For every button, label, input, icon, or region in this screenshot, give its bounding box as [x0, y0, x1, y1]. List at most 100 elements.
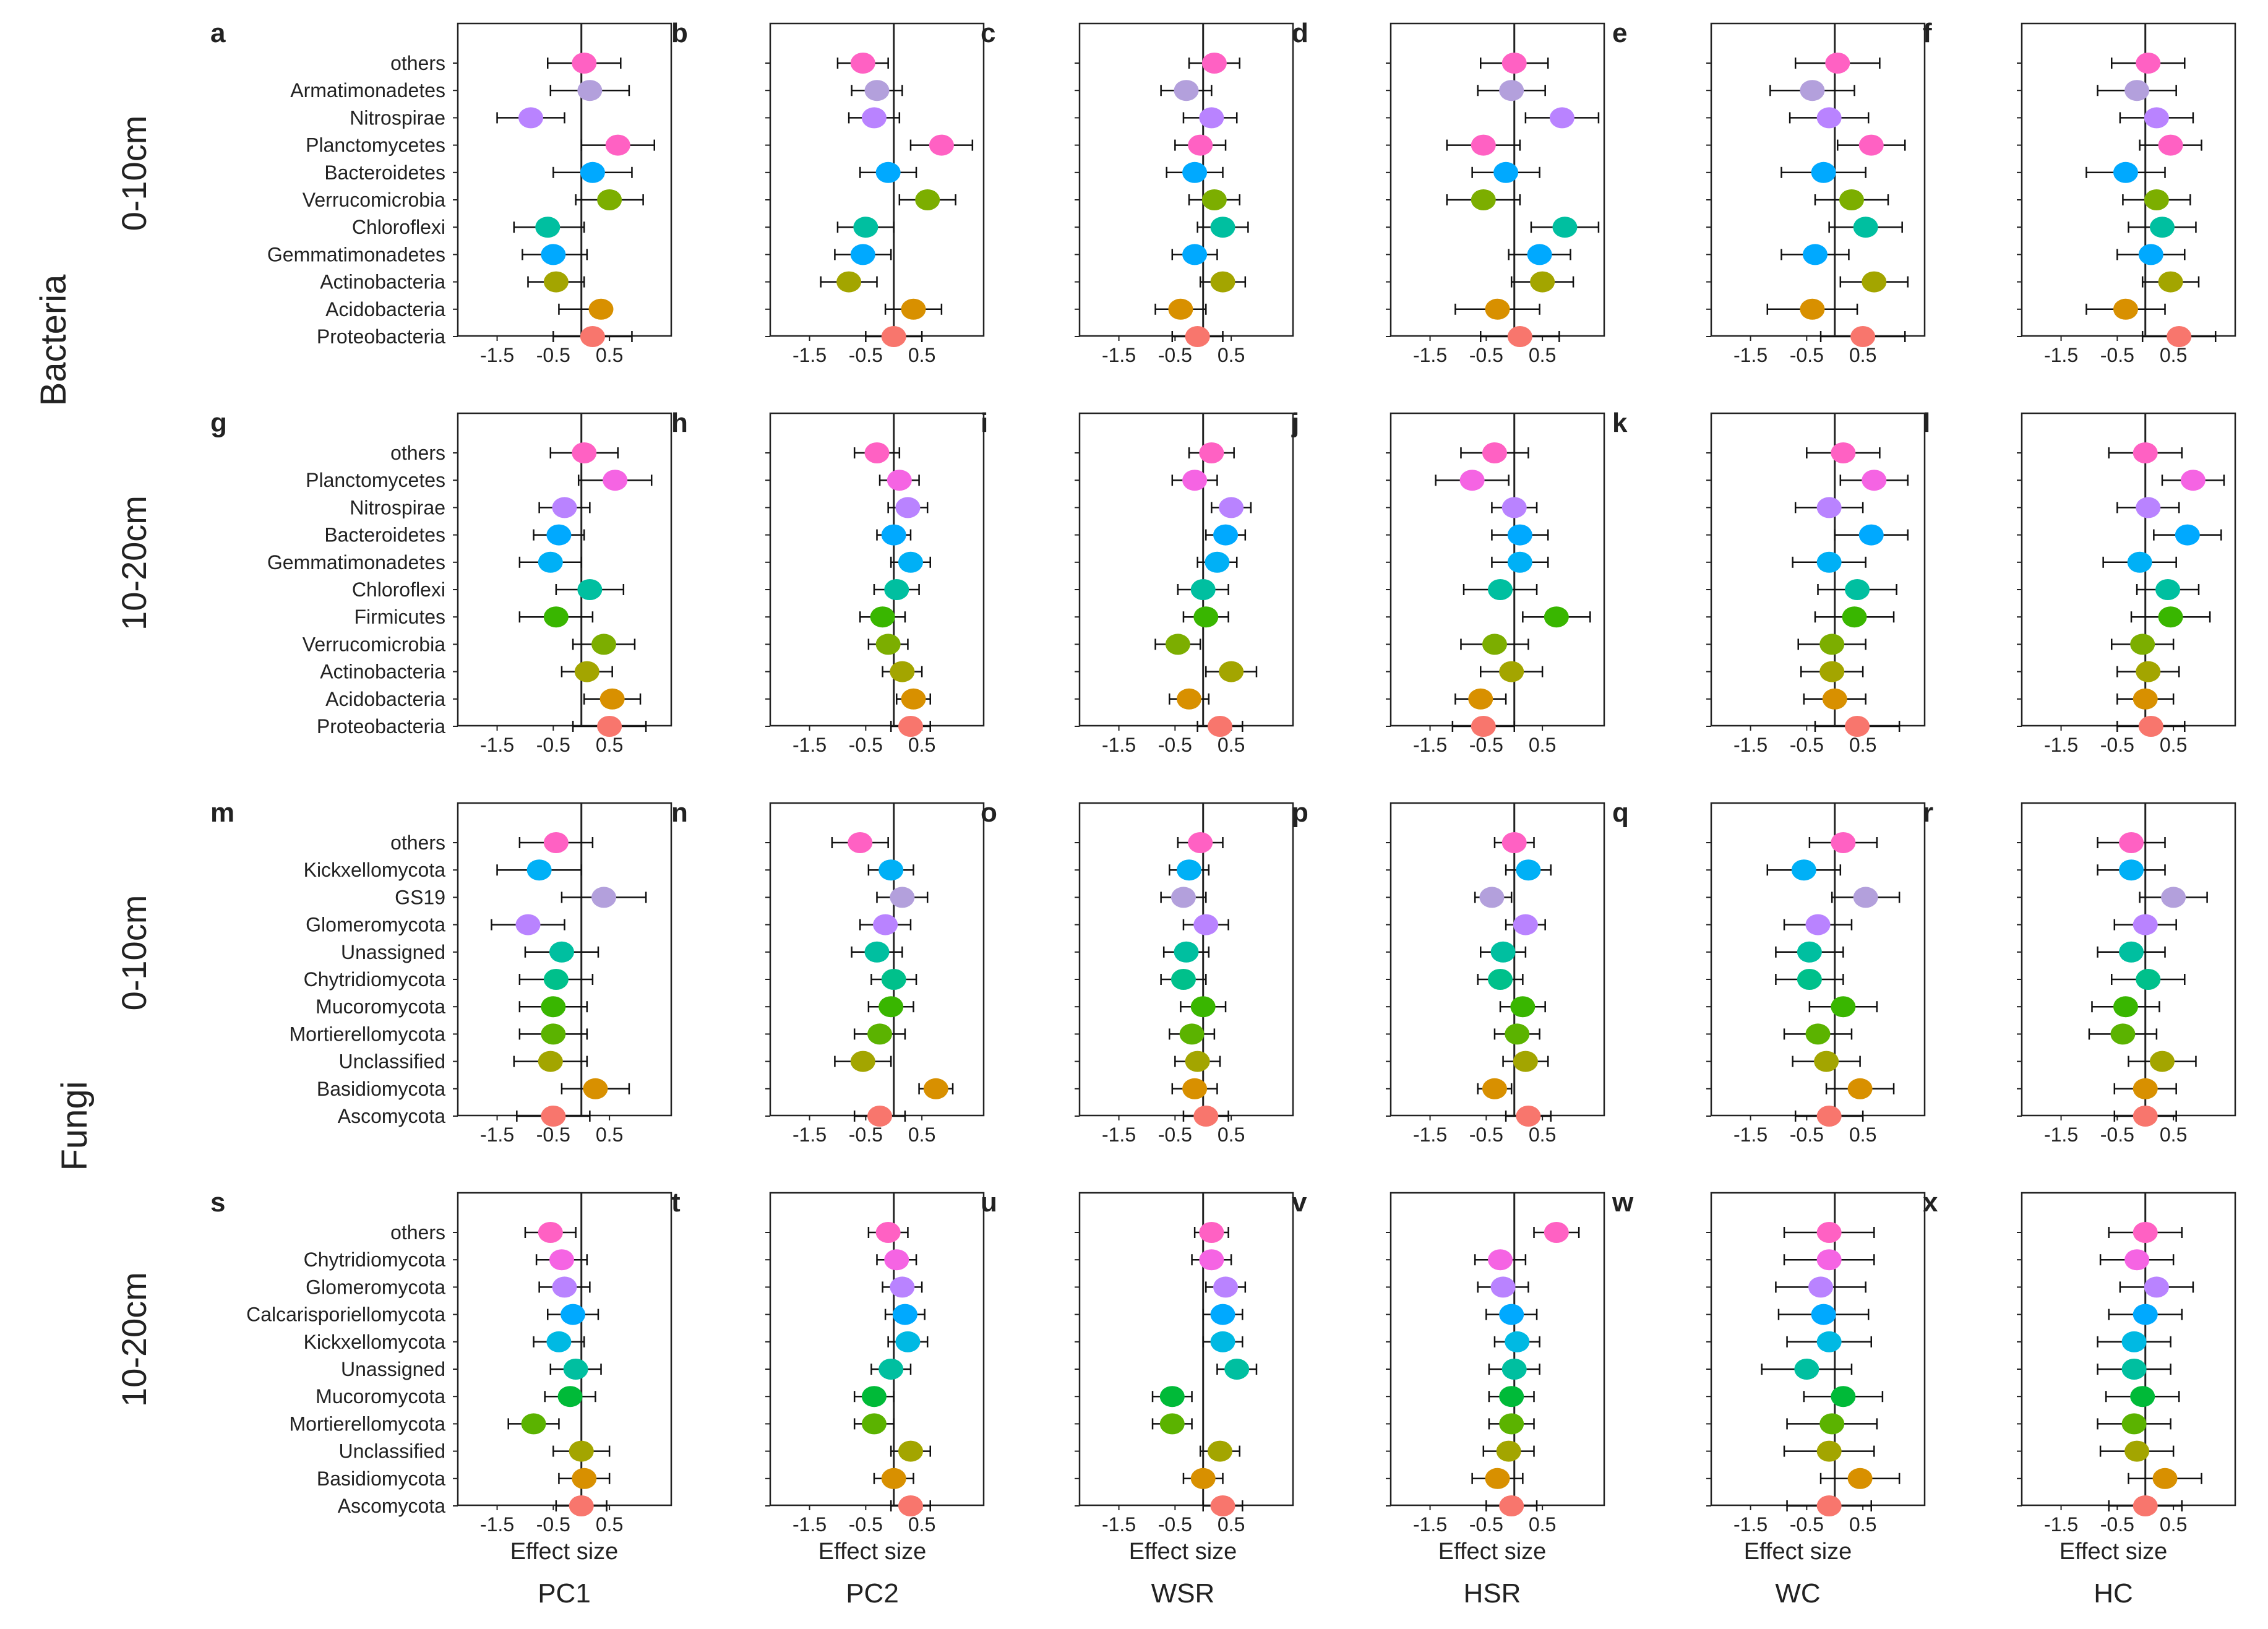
effect-point [2136, 661, 2161, 682]
x-tick-label: -0.5 [2100, 734, 2134, 756]
effect-point [1825, 53, 1850, 74]
effect-point [1819, 661, 1845, 682]
panel-s: s others Chytridiomycota Glomeromycota Calca… [210, 1187, 672, 1536]
effect-point [853, 217, 878, 238]
category-label: Chytridiomycota [304, 968, 446, 991]
category-label: Kickxellomycota [304, 859, 446, 881]
category-label: Bacteroidetes [324, 524, 445, 546]
x-tick-label: -1.5 [480, 1124, 514, 1146]
effect-point [1219, 661, 1244, 682]
x-tick-label: -0.5 [849, 344, 883, 366]
x-tick-label: -0.5 [849, 1513, 883, 1536]
category-label: Planctomycetes [306, 469, 445, 491]
effect-point [552, 497, 577, 518]
effect-point [2152, 1468, 2178, 1489]
effect-point [890, 661, 915, 682]
effect-point [848, 832, 873, 853]
effect-point [2113, 996, 2138, 1018]
x-tick-label: -0.5 [536, 734, 570, 756]
category-label: others [390, 832, 445, 854]
effect-point [591, 634, 617, 655]
effect-point [1816, 1331, 1842, 1352]
effect-point [1190, 996, 1216, 1018]
effect-point [1816, 497, 1842, 518]
category-label: others [390, 1221, 445, 1244]
x-tick-label: -1.5 [2044, 1513, 2078, 1536]
panel-f: f -1.5 -0.5 0.5 [1923, 18, 2236, 366]
x-tick-label: -0.5 [536, 344, 570, 366]
effect-point [1171, 969, 1196, 990]
panel-letter: e [1612, 18, 1627, 48]
x-tick-label: -1.5 [1733, 1124, 1768, 1146]
x-tick-label: 0.5 [1849, 1124, 1876, 1146]
effect-point [577, 80, 603, 101]
effect-point [1219, 497, 1244, 518]
effect-point [1210, 1304, 1235, 1325]
effect-point [2144, 189, 2169, 210]
effect-point [2133, 1106, 2158, 1127]
effect-point [1505, 1331, 1530, 1352]
effect-point [2119, 859, 2144, 881]
effect-point [870, 606, 895, 628]
row-label-bacteria-0-10cm: 0-10cm [114, 116, 153, 231]
effect-point [1210, 1331, 1235, 1352]
effect-point [2121, 1413, 2147, 1435]
panel-v: v -1.5 -0.5 0.5 [1292, 1187, 1605, 1536]
panel-m: m others Kickxellomycota GS19 Glomeromycota U… [210, 797, 672, 1146]
effect-point [515, 914, 541, 935]
x-tick-label: -1.5 [1733, 734, 1768, 756]
effect-point [597, 716, 622, 737]
effect-point [1847, 1078, 1873, 1099]
effect-point [538, 1051, 563, 1072]
effect-point [1210, 1495, 1235, 1516]
effect-point [1816, 107, 1842, 129]
effect-point [538, 1222, 563, 1243]
panel-letter: g [210, 408, 227, 438]
panel-letter: h [671, 408, 688, 438]
panel-frame [1078, 412, 1294, 727]
x-tick-label: -1.5 [793, 344, 827, 366]
effect-point [1199, 442, 1224, 463]
effect-point [1811, 161, 1836, 183]
effect-point [1224, 1359, 1250, 1380]
x-axis-label-pc1: Effect size [510, 1539, 619, 1565]
effect-point [1471, 716, 1496, 737]
row-label-bacteria-10-20cm: 10-20cm [114, 496, 153, 630]
x-tick-label: 0.5 [1218, 344, 1245, 366]
effect-point [2136, 969, 2161, 990]
effect-point [1213, 524, 1239, 546]
effect-point [543, 832, 569, 853]
effect-point [1174, 941, 1199, 963]
effect-point [1499, 1413, 1524, 1435]
effect-point [538, 551, 563, 573]
category-label: Planctomycetes [306, 134, 445, 157]
x-axis-label-hsr: Effect size [1438, 1539, 1547, 1565]
x-tick-label: 0.5 [908, 1124, 935, 1146]
panel-frame [769, 22, 985, 337]
effect-point [2130, 634, 2155, 655]
x-axis-label-hc: Effect size [2060, 1539, 2168, 1565]
effect-point [892, 1304, 917, 1325]
x-axis-label-wc: Effect size [1744, 1539, 1852, 1565]
effect-point [1816, 1440, 1842, 1462]
effect-point [875, 634, 901, 655]
effect-point [1816, 1249, 1842, 1271]
effect-point [1482, 1078, 1507, 1099]
effect-point [1177, 859, 1202, 881]
category-label: Gemmatimonadetes [267, 551, 445, 574]
category-label: Glomeromycota [306, 914, 445, 936]
effect-point [1853, 217, 1878, 238]
x-tick-label: -0.5 [1469, 1124, 1503, 1146]
effect-point [2144, 1276, 2169, 1298]
effect-point [2158, 606, 2183, 628]
x-tick-label: 0.5 [1529, 734, 1556, 756]
effect-point [881, 524, 906, 546]
panel-letter: r [1923, 797, 1933, 828]
panel-letter: b [671, 18, 688, 48]
effect-point [2133, 1222, 2158, 1243]
effect-point [923, 1078, 948, 1099]
effect-point [1505, 1023, 1530, 1045]
category-label: Gemmatimonadetes [267, 243, 445, 265]
effect-point [1159, 1386, 1185, 1408]
effect-point [1847, 1468, 1873, 1489]
